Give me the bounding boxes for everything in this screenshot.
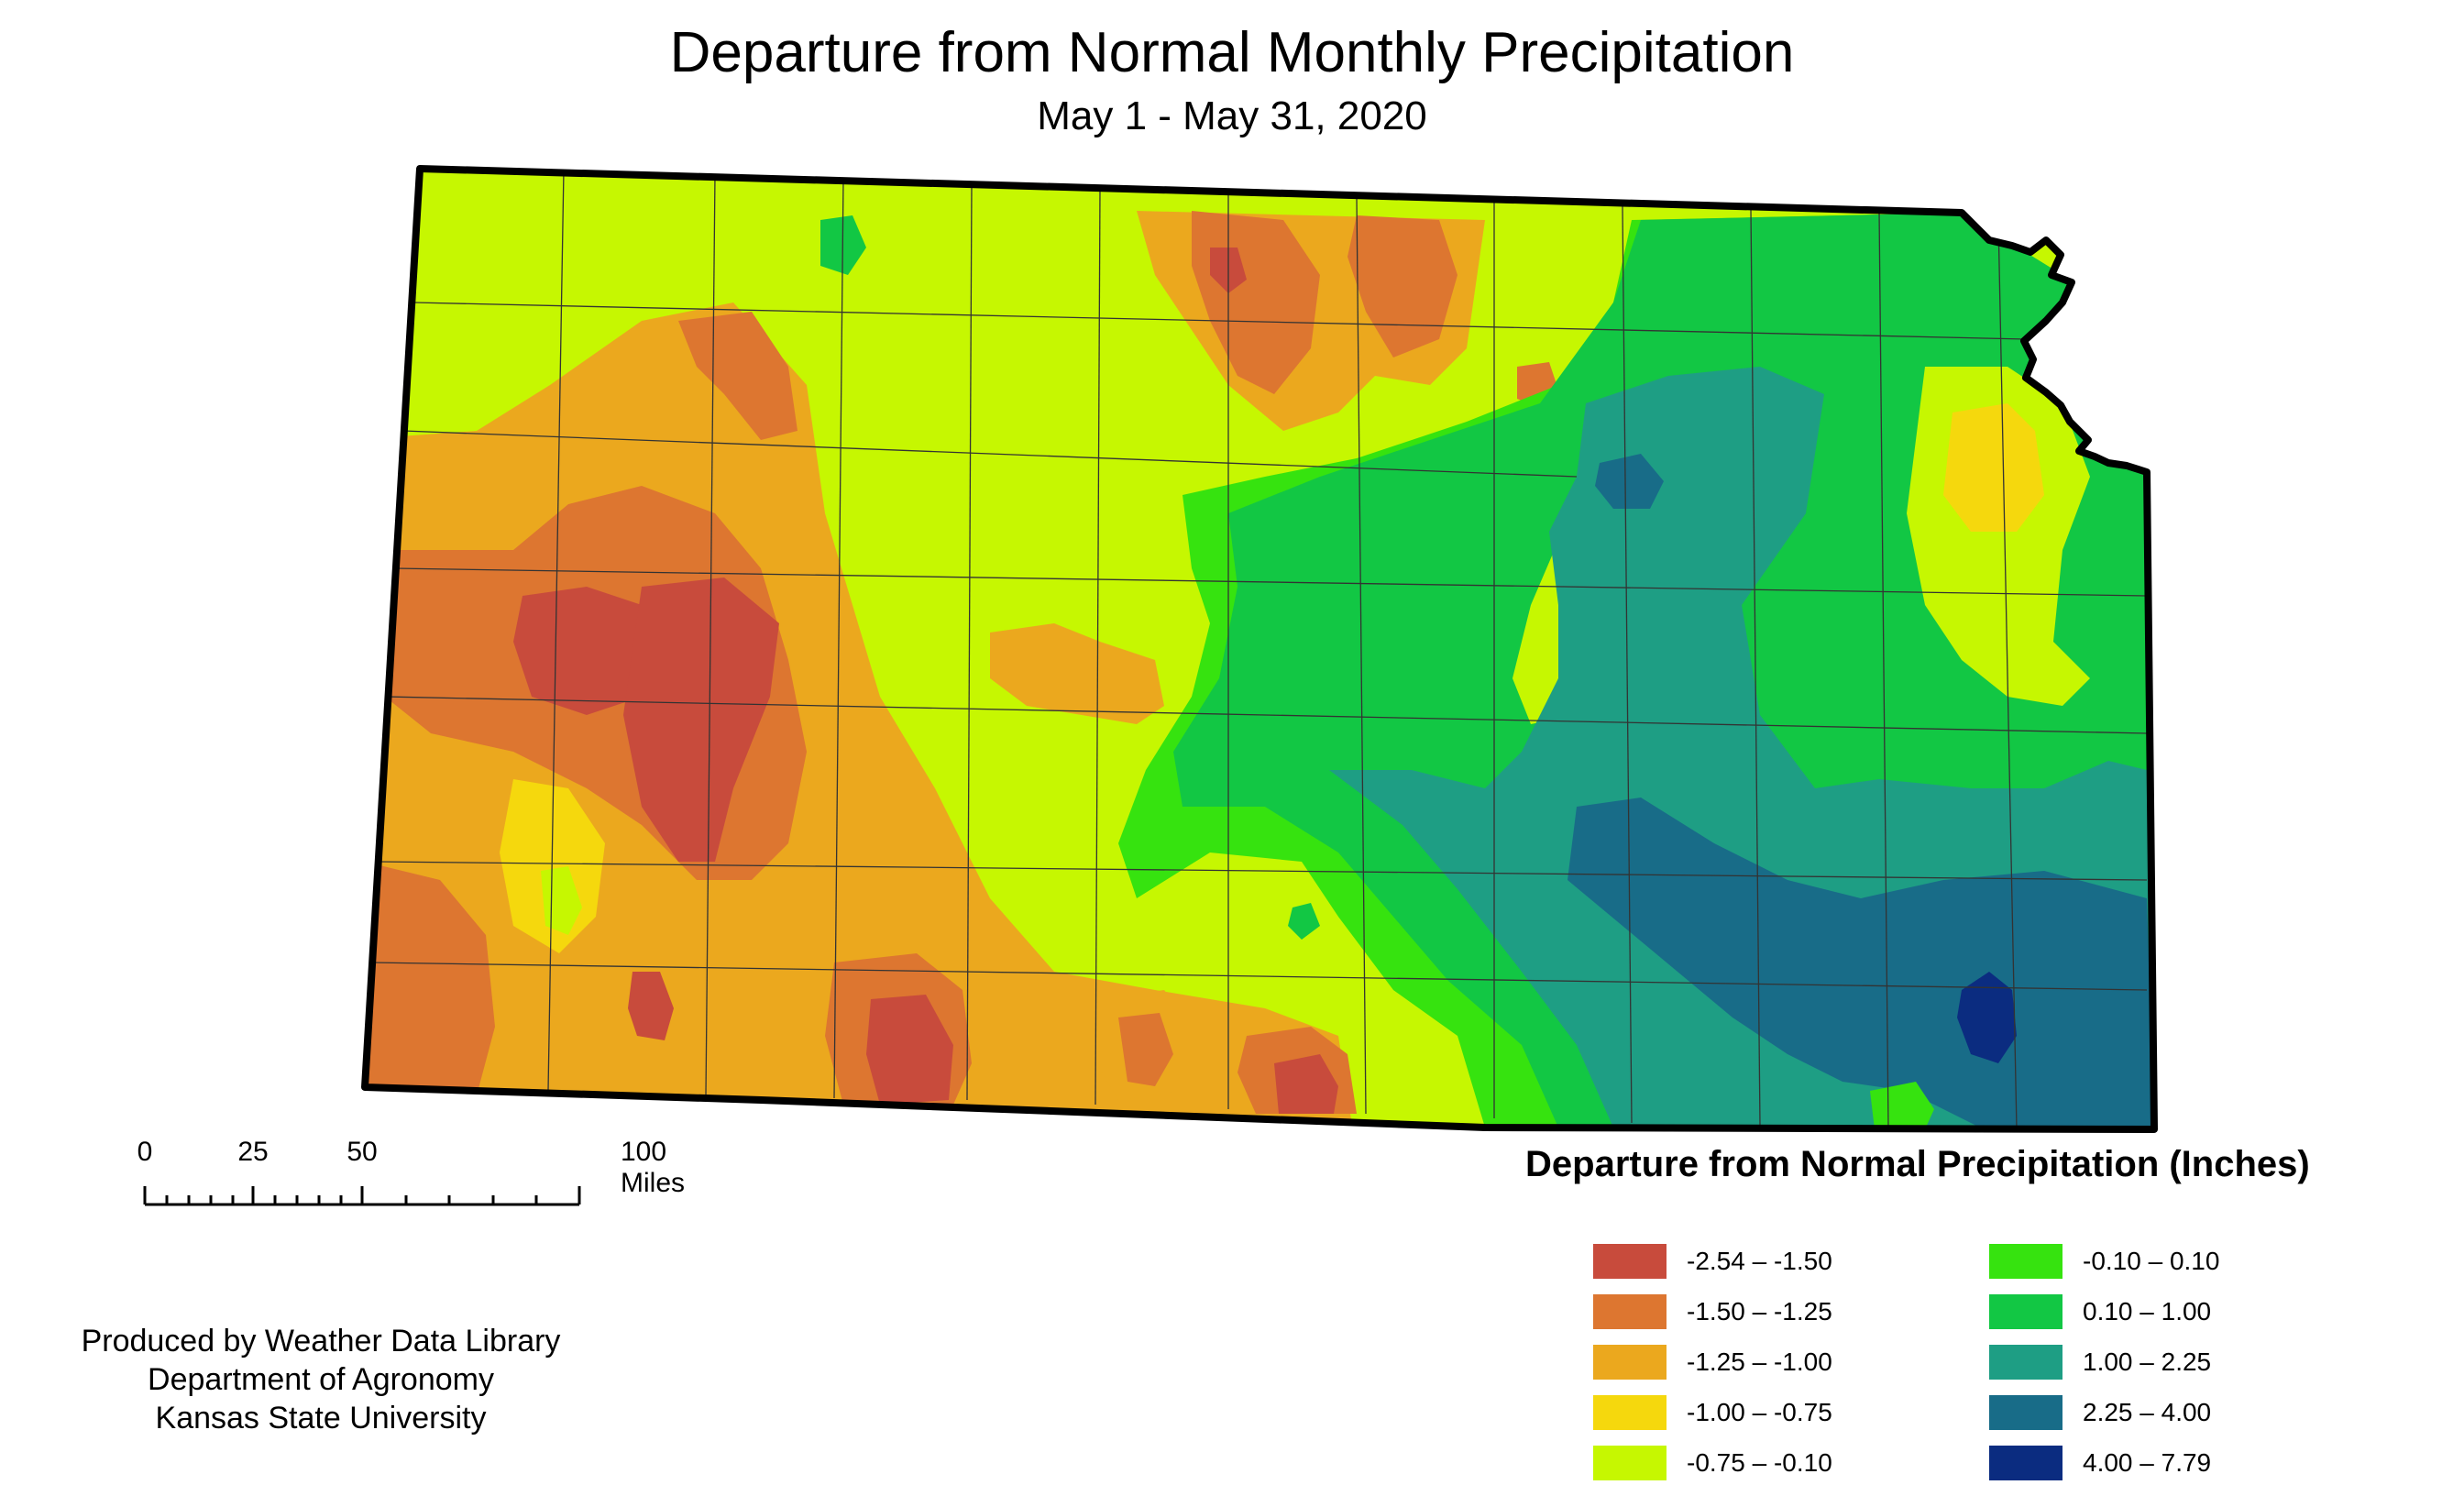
- scale-bar-line: [143, 1186, 581, 1206]
- legend-item: -1.25 – -1.00: [1593, 1344, 1832, 1380]
- zone-w-darkorange-n: [678, 312, 798, 440]
- scale-tick-50: 50: [346, 1137, 378, 1167]
- legend-label: -2.54 – -1.50: [1687, 1247, 1832, 1275]
- scale-tick-100-miles: 100 Miles: [621, 1137, 686, 1198]
- legend-swatch: [1593, 1395, 1666, 1430]
- zone-east-darkblue: [1957, 972, 2017, 1063]
- legend-swatch: [1989, 1345, 2062, 1380]
- zone-se-green-patch: [1870, 1082, 1934, 1129]
- legend-label: 2.25 – 4.00: [2083, 1398, 2212, 1426]
- scale-tick-25: 25: [237, 1137, 269, 1167]
- zone-west-red-1: [513, 587, 660, 715]
- legend-swatch: [1593, 1244, 1666, 1279]
- zone-s-red-3: [1274, 1054, 1338, 1114]
- zone-sw-darkorange-1: [365, 862, 495, 1095]
- zone-s-red-1: [866, 995, 953, 1105]
- legend-swatch: [1989, 1446, 2062, 1480]
- county-boundaries: [370, 169, 2148, 1129]
- legend-label: 1.00 – 2.25: [2083, 1348, 2212, 1376]
- legend-label: -1.50 – -1.25: [1687, 1297, 1832, 1326]
- zone-s-darkorange-3: [1118, 1013, 1173, 1086]
- legend-swatch: [1593, 1345, 1666, 1380]
- legend-item: -1.50 – -1.25: [1593, 1293, 1832, 1330]
- legend-item: 2.25 – 4.00: [1989, 1394, 2211, 1431]
- precipitation-fill: [365, 169, 2154, 1129]
- legend-swatch: [1989, 1395, 2062, 1430]
- legend-item: 1.00 – 2.25: [1989, 1344, 2211, 1380]
- legend-swatch: [1989, 1294, 2062, 1329]
- legend-item: 0.10 – 1.00: [1989, 1293, 2211, 1330]
- legend-label: -0.10 – 0.10: [2083, 1247, 2220, 1275]
- zone-east-yellow-ne: [1943, 403, 2044, 532]
- credits: Produced by Weather Data Library Departm…: [37, 1322, 605, 1437]
- legend-item: -1.00 – -0.75: [1593, 1394, 1832, 1431]
- zone-s-red-2: [628, 972, 674, 1040]
- credits-line-2: Department of Agronomy: [148, 1362, 494, 1397]
- kansas-state-outline: [361, 165, 2158, 1133]
- legend-item: 4.00 – 7.79: [1989, 1445, 2211, 1481]
- map-title: Departure from Normal Monthly Precipitat…: [669, 21, 1795, 84]
- zone-west-red-2: [623, 578, 779, 862]
- zone-nc-darkorange-2: [1348, 215, 1458, 358]
- map-subtitle: May 1 - May 31, 2020: [1037, 94, 1427, 138]
- legend-label: -0.75 – -0.10: [1687, 1448, 1832, 1477]
- zone-nw-green-patch: [820, 215, 866, 275]
- legend-label: 4.00 – 7.79: [2083, 1448, 2212, 1477]
- zone-ne-blue: [1595, 454, 1664, 509]
- legend-swatch: [1989, 1244, 2062, 1279]
- legend-item: -0.10 – 0.10: [1989, 1243, 2219, 1280]
- legend-title: Departure from Normal Precipitation (Inc…: [1525, 1144, 2310, 1184]
- credits-line-1: Produced by Weather Data Library: [81, 1324, 561, 1358]
- scale-tick-0: 0: [137, 1137, 153, 1167]
- legend-swatch: [1593, 1294, 1666, 1329]
- legend-swatch: [1593, 1446, 1666, 1480]
- legend-label: -1.25 – -1.00: [1687, 1348, 1832, 1376]
- legend-item: -2.54 – -1.50: [1593, 1243, 1832, 1280]
- legend-label: 0.10 – 1.00: [2083, 1297, 2212, 1326]
- legend-label: -1.00 – -0.75: [1687, 1398, 1832, 1426]
- legend-item: -0.75 – -0.10: [1593, 1445, 1832, 1481]
- zone-c-orange: [990, 623, 1164, 724]
- zone-c-green-patch: [1288, 903, 1320, 940]
- scale-bar: 0 25 50 100 Miles: [128, 1137, 685, 1210]
- credits-line-3: Kansas State University: [155, 1401, 487, 1436]
